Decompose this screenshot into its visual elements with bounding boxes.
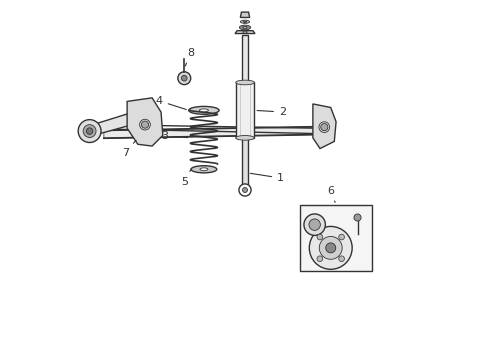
Circle shape (326, 243, 336, 253)
Text: 6: 6 (327, 185, 335, 202)
Circle shape (142, 121, 148, 128)
Ellipse shape (236, 135, 254, 140)
Circle shape (181, 75, 187, 81)
Ellipse shape (243, 31, 247, 33)
Circle shape (317, 256, 323, 262)
Polygon shape (235, 31, 255, 33)
Ellipse shape (189, 107, 219, 114)
Text: 1: 1 (250, 173, 284, 183)
Text: 5: 5 (181, 169, 191, 186)
Polygon shape (127, 98, 163, 146)
Ellipse shape (239, 25, 251, 30)
Text: 4: 4 (156, 96, 186, 109)
Circle shape (243, 188, 247, 193)
Circle shape (83, 125, 96, 138)
Bar (236, 82, 254, 138)
Ellipse shape (199, 109, 208, 112)
Circle shape (339, 256, 344, 262)
Circle shape (321, 123, 328, 131)
Bar (300, 205, 372, 271)
Ellipse shape (236, 80, 254, 85)
Circle shape (309, 226, 352, 269)
Polygon shape (90, 113, 132, 136)
Ellipse shape (243, 27, 247, 28)
Polygon shape (104, 127, 315, 138)
Ellipse shape (200, 168, 208, 171)
Text: 8: 8 (185, 48, 194, 66)
Ellipse shape (191, 166, 217, 173)
Circle shape (86, 128, 93, 134)
Circle shape (239, 184, 251, 196)
Circle shape (339, 234, 344, 240)
Text: 7: 7 (122, 140, 136, 158)
Ellipse shape (241, 20, 249, 23)
Circle shape (78, 120, 101, 143)
Circle shape (309, 219, 320, 230)
Circle shape (354, 214, 361, 221)
Circle shape (317, 234, 323, 240)
Circle shape (304, 214, 325, 235)
Text: 2: 2 (257, 107, 286, 117)
Circle shape (319, 237, 342, 259)
Circle shape (178, 72, 191, 85)
Ellipse shape (244, 21, 246, 22)
Bar (243, 138, 247, 186)
Bar (243, 35, 247, 83)
Polygon shape (313, 104, 336, 149)
Polygon shape (241, 12, 249, 18)
Text: 3: 3 (161, 131, 188, 141)
